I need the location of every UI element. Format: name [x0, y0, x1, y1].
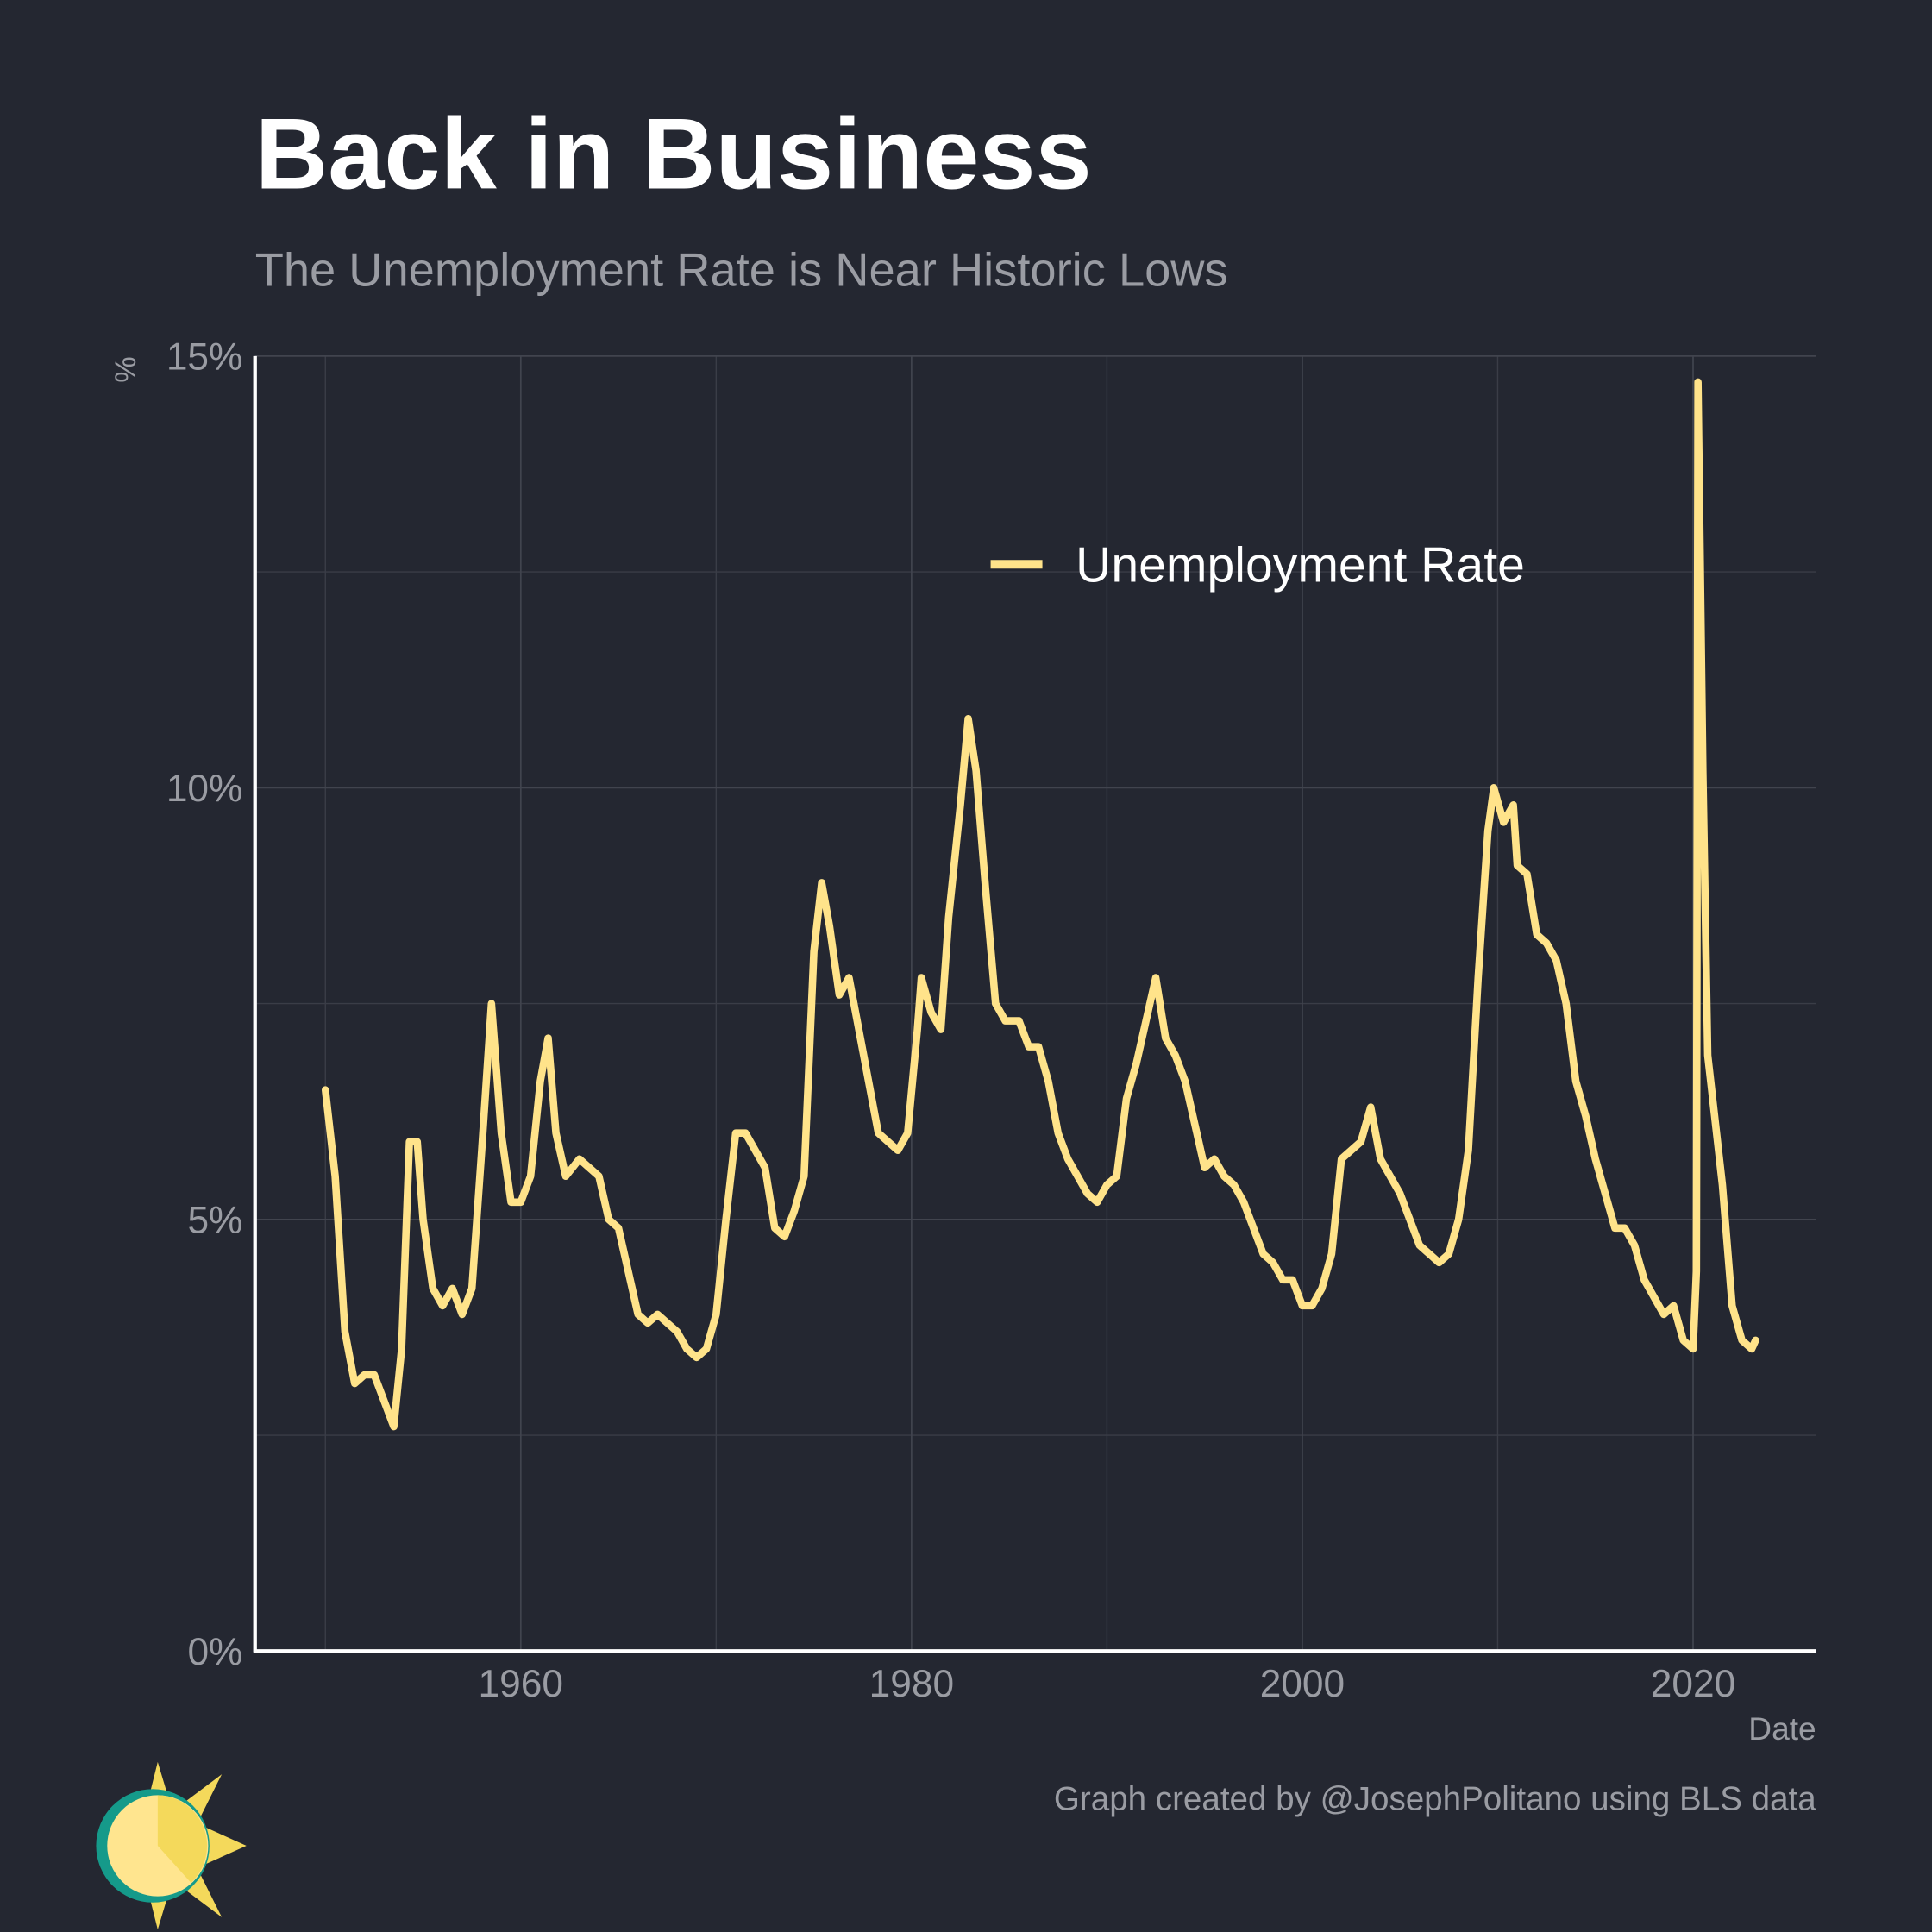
x-tick-label: 1960: [479, 1663, 563, 1705]
x-axis-label: Date: [1748, 1710, 1816, 1747]
chart-subtitle: The Unemployment Rate is Near Historic L…: [255, 243, 1228, 296]
y-tick-label: 0%: [187, 1631, 242, 1673]
legend-label: Unemployment Rate: [1076, 537, 1525, 593]
y-tick-label: 10%: [166, 768, 243, 810]
y-axis-label: %: [110, 356, 142, 382]
y-tick-label: 15%: [166, 336, 243, 379]
line-series: [321, 378, 1760, 1431]
y-tick-label: 5%: [187, 1200, 242, 1242]
x-tick-label: 1980: [869, 1663, 954, 1705]
x-tick-label: 2000: [1260, 1663, 1345, 1705]
logo-shade: [157, 1795, 208, 1883]
x-tick-label: 2020: [1651, 1663, 1735, 1705]
logo: [96, 1761, 247, 1930]
caption: Graph created by @JosephPolitano using B…: [1054, 1781, 1816, 1818]
chart-title: Back in Business: [255, 97, 1092, 210]
